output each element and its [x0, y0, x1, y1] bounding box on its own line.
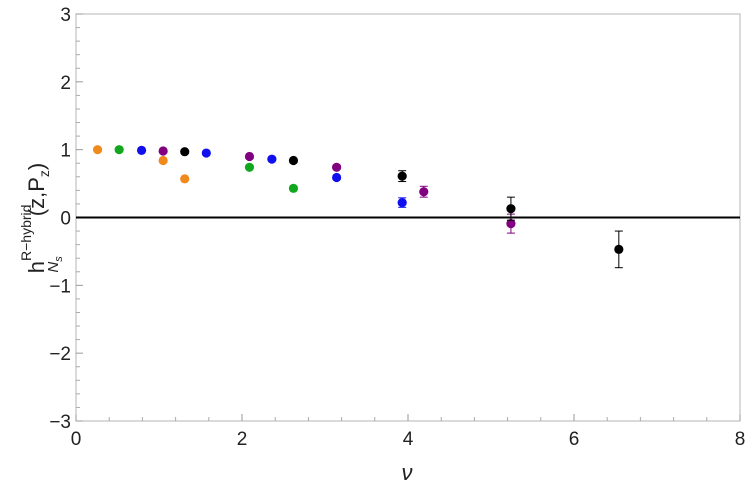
y-label-subscript: N [45, 262, 62, 273]
y-tick-label: 3 [60, 5, 71, 26]
data-point [332, 162, 342, 172]
y-label-args-subscript: z [36, 170, 52, 177]
y-tick-label: 2 [60, 73, 71, 94]
tick-labels: 0 2 4 6 8 −3 −2 −1 0 1 2 3 [49, 5, 745, 450]
y-label-superscript: R−hybrid [18, 205, 34, 261]
data-marks [92, 145, 624, 269]
data-point [244, 162, 255, 172]
data-point [419, 187, 429, 197]
svg-text:hR−hybridNs(z,Pz): hR−hybrid Ns (z,Pz) [18, 163, 65, 273]
data-point [136, 145, 147, 155]
y-label-subsubscript: s [53, 256, 65, 262]
y-tick-label: −2 [49, 344, 71, 365]
x-axis-label: ν [402, 460, 413, 485]
data-point [158, 146, 168, 156]
data-point [506, 219, 516, 229]
data-point [180, 147, 190, 157]
x-tick-label: 4 [403, 429, 414, 450]
data-point [201, 148, 211, 158]
data-point [288, 155, 299, 166]
x-tick-label: 8 [735, 429, 746, 450]
x-tick-label: 2 [237, 429, 248, 450]
data-point [397, 171, 407, 181]
y-tick-label: 1 [60, 141, 71, 162]
data-point [288, 183, 299, 193]
y-label-args: (z,P [24, 177, 49, 216]
data-point [180, 174, 190, 184]
data-point [332, 172, 342, 183]
x-tick-label: 0 [71, 429, 82, 450]
y-label-close: ) [24, 163, 49, 170]
y-tick-label: −3 [49, 412, 71, 433]
tick-marks [75, 13, 741, 422]
data-point [114, 145, 124, 155]
data-point [267, 154, 277, 164]
y-tick-label: 0 [60, 209, 71, 230]
data-point [244, 151, 255, 162]
data-point [397, 197, 407, 208]
x-tick-label: 6 [569, 429, 580, 450]
y-label-base: h [24, 261, 49, 273]
data-point [158, 155, 168, 166]
y-tick-label: −1 [49, 276, 71, 297]
data-point [92, 145, 103, 155]
data-point [506, 204, 516, 214]
data-point [614, 244, 624, 254]
y-axis-label: hR−hybrid Ns (z,Pz) [18, 163, 65, 273]
